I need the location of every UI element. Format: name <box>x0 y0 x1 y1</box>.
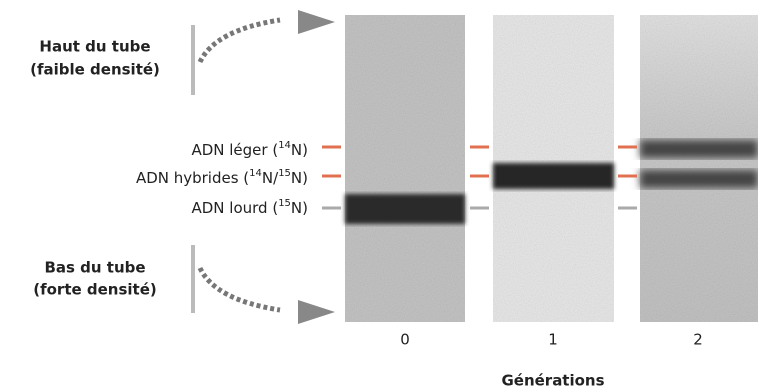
tube-top-icon <box>191 10 335 95</box>
lane-label: 1 <box>548 331 558 349</box>
label-part: N/ <box>262 169 279 187</box>
band-label: ADN hybrides (14N/15N) <box>136 168 308 187</box>
superscript: 14 <box>249 168 262 179</box>
lane-0 <box>345 15 465 322</box>
tube-bottom-icon <box>191 245 335 324</box>
label-part: ADN lourd ( <box>191 199 278 217</box>
bottom-title: Bas du tube <box>44 259 145 277</box>
page: {"top_label": {"title": "Haut du tube", … <box>0 0 758 391</box>
top-title: Haut du tube <box>39 38 150 56</box>
label-part: N) <box>291 169 308 187</box>
lane-label: 0 <box>400 331 410 349</box>
superscript: 15 <box>278 198 291 209</box>
label-part: N) <box>291 199 308 217</box>
bottom-subtitle: (forte densité) <box>33 281 157 299</box>
label-part: ADN léger ( <box>191 141 278 159</box>
band-labels: ADN léger (14N)ADN hybrides (14N/15N)ADN… <box>136 140 308 217</box>
band-label: ADN lourd (15N) <box>191 198 308 217</box>
axis-title: Générations <box>501 372 604 390</box>
label-part: N) <box>291 141 308 159</box>
superscript: 15 <box>278 168 291 179</box>
diagram: Haut du tube (faible densité) Bas du tub… <box>0 0 758 391</box>
lane-2 <box>640 15 758 322</box>
lane-1 <box>493 15 614 322</box>
superscript: 14 <box>278 140 291 151</box>
band-label: ADN léger (14N) <box>191 140 308 159</box>
label-part: ADN hybrides ( <box>136 169 249 187</box>
lane-label: 2 <box>693 331 703 349</box>
top-subtitle: (faible densité) <box>30 61 160 79</box>
